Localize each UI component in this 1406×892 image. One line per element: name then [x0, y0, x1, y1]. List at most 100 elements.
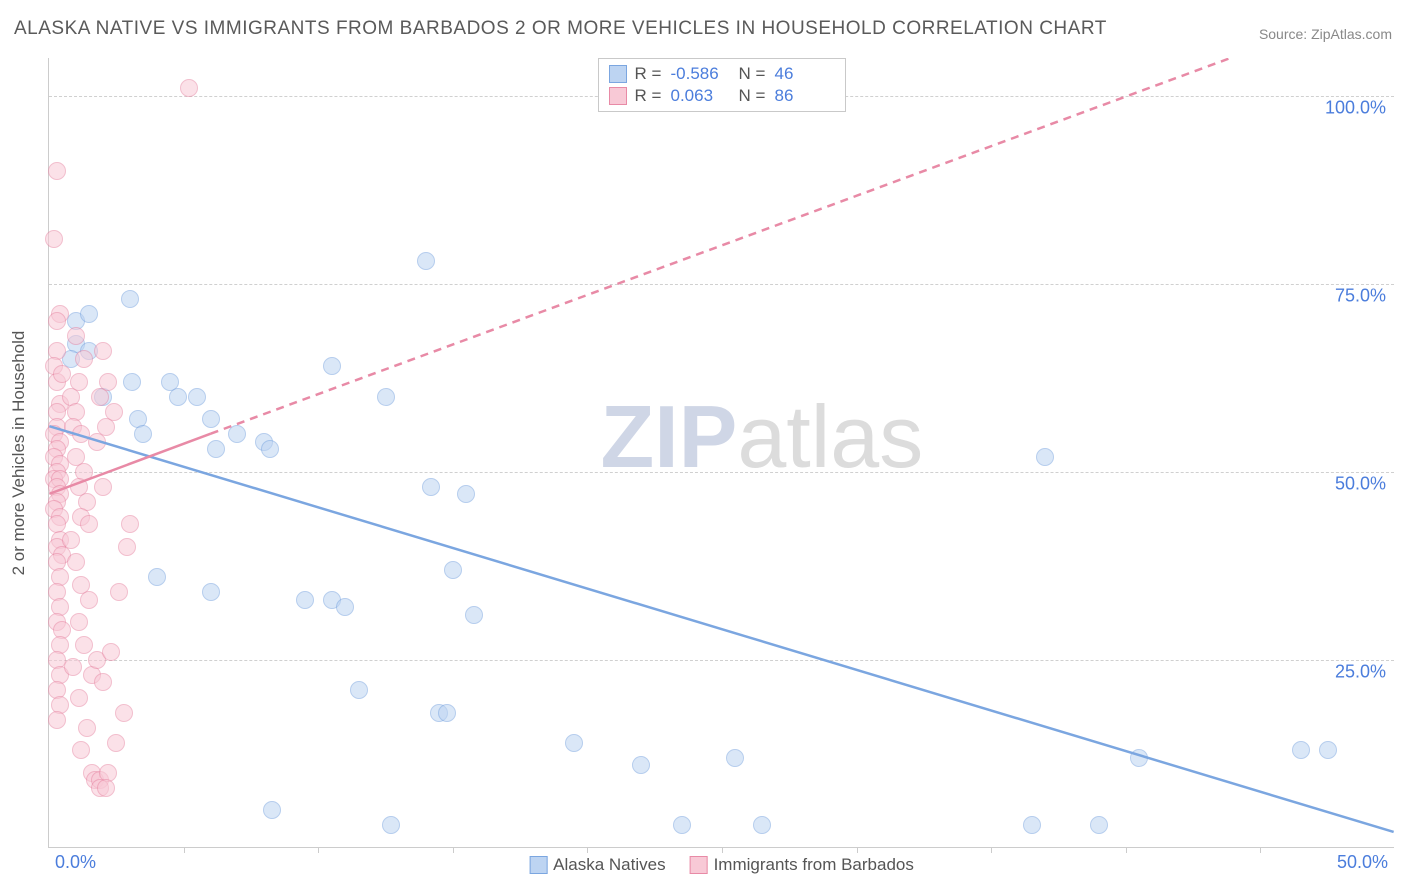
data-point — [350, 681, 368, 699]
data-point — [180, 79, 198, 97]
data-point — [62, 531, 80, 549]
x-tick-mark — [991, 847, 992, 853]
grid-line — [49, 284, 1394, 285]
source-credit: Source: ZipAtlas.com — [1259, 26, 1392, 42]
data-point — [67, 553, 85, 571]
data-point — [115, 704, 133, 722]
chart-title: ALASKA NATIVE VS IMMIGRANTS FROM BARBADO… — [14, 18, 1107, 40]
legend-swatch-blue — [609, 65, 627, 83]
data-point — [118, 538, 136, 556]
y-tick-label: 100.0% — [1325, 97, 1386, 118]
data-point — [121, 290, 139, 308]
data-point — [1319, 741, 1337, 759]
data-point — [422, 478, 440, 496]
data-point — [80, 591, 98, 609]
legend-correlation: R = -0.586 N = 46 R = 0.063 N = 86 — [598, 58, 846, 112]
data-point — [565, 734, 583, 752]
data-point — [207, 440, 225, 458]
data-point — [673, 816, 691, 834]
data-point — [45, 230, 63, 248]
y-tick-label: 25.0% — [1335, 661, 1386, 682]
x-tick-mark — [587, 847, 588, 853]
data-point — [1130, 749, 1148, 767]
data-point — [457, 485, 475, 503]
grid-line — [49, 660, 1394, 661]
legend-row-pink: R = 0.063 N = 86 — [609, 85, 835, 107]
legend-r-label: R = — [635, 63, 663, 85]
data-point — [105, 403, 123, 421]
data-point — [336, 598, 354, 616]
data-point — [78, 719, 96, 737]
data-point — [107, 734, 125, 752]
source-name: ZipAtlas.com — [1311, 26, 1392, 42]
x-tick-mark — [453, 847, 454, 853]
data-point — [444, 561, 462, 579]
data-point — [202, 583, 220, 601]
data-point — [94, 673, 112, 691]
data-point — [1036, 448, 1054, 466]
data-point — [75, 636, 93, 654]
data-point — [72, 741, 90, 759]
y-axis-label: 2 or more Vehicles in Household — [9, 330, 29, 575]
x-tick-mark — [1126, 847, 1127, 853]
data-point — [64, 658, 82, 676]
data-point — [123, 373, 141, 391]
data-point — [75, 350, 93, 368]
data-point — [169, 388, 187, 406]
data-point — [1023, 816, 1041, 834]
x-tick-mark — [318, 847, 319, 853]
data-point — [70, 613, 88, 631]
data-point — [110, 583, 128, 601]
data-point — [188, 388, 206, 406]
data-point — [377, 388, 395, 406]
x-axis-max-label: 50.0% — [1337, 852, 1388, 873]
legend-series: Alaska Natives Immigrants from Barbados — [529, 855, 914, 875]
data-point — [296, 591, 314, 609]
data-point — [417, 252, 435, 270]
x-tick-mark — [1260, 847, 1261, 853]
source-label: Source: — [1259, 26, 1311, 42]
watermark-atlas: atlas — [737, 387, 923, 486]
plot-area: 2 or more Vehicles in Household ZIPatlas… — [48, 58, 1394, 848]
data-point — [48, 312, 66, 330]
data-point — [465, 606, 483, 624]
x-tick-mark — [722, 847, 723, 853]
data-point — [632, 756, 650, 774]
legend-item-pink: Immigrants from Barbados — [690, 855, 914, 875]
data-point — [323, 357, 341, 375]
data-point — [134, 425, 152, 443]
legend-n-value-pink: 86 — [775, 85, 835, 107]
legend-swatch-pink — [690, 856, 708, 874]
data-point — [1090, 816, 1108, 834]
data-point — [97, 779, 115, 797]
data-point — [48, 711, 66, 729]
data-point — [48, 162, 66, 180]
data-point — [202, 410, 220, 428]
data-point — [121, 515, 139, 533]
data-point — [261, 440, 279, 458]
data-point — [70, 373, 88, 391]
legend-r-value-pink: 0.063 — [671, 85, 731, 107]
x-tick-mark — [857, 847, 858, 853]
watermark-zip: ZIP — [600, 387, 737, 486]
data-point — [726, 749, 744, 767]
data-point — [94, 342, 112, 360]
data-point — [263, 801, 281, 819]
x-axis-min-label: 0.0% — [55, 852, 96, 873]
legend-n-label: N = — [739, 63, 767, 85]
data-point — [753, 816, 771, 834]
data-point — [148, 568, 166, 586]
data-point — [382, 816, 400, 834]
data-point — [94, 478, 112, 496]
legend-swatch-blue — [529, 856, 547, 874]
legend-label-pink: Immigrants from Barbados — [714, 855, 914, 875]
legend-item-blue: Alaska Natives — [529, 855, 665, 875]
legend-n-value-blue: 46 — [775, 63, 835, 85]
watermark: ZIPatlas — [600, 386, 923, 488]
data-point — [70, 689, 88, 707]
data-point — [438, 704, 456, 722]
legend-row-blue: R = -0.586 N = 46 — [609, 63, 835, 85]
y-tick-label: 50.0% — [1335, 473, 1386, 494]
data-point — [102, 643, 120, 661]
legend-n-label: N = — [739, 85, 767, 107]
